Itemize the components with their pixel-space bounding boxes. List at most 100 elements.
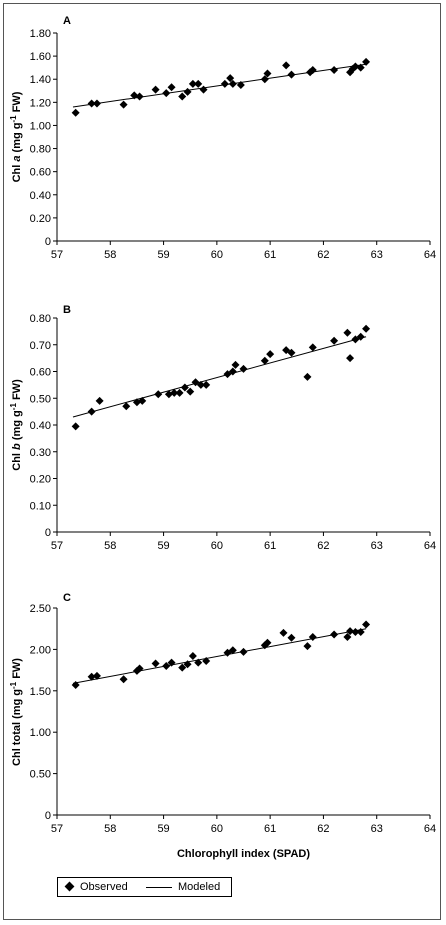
observed-point: [226, 74, 235, 83]
y-axis-label-part: Chl: [11, 450, 23, 471]
observed-point: [183, 87, 192, 96]
y-axis-label: Chl total (mg g-1 FW): [9, 658, 24, 766]
modeled-line: [72, 628, 367, 684]
y-tick-label: 0: [45, 527, 51, 539]
observed-point: [71, 108, 80, 117]
observed-point: [180, 383, 189, 392]
x-tick-label: 57: [51, 540, 63, 552]
x-tick-label: 59: [157, 249, 169, 261]
observed-point: [162, 89, 171, 98]
observed-point: [231, 360, 240, 369]
legend-modeled-label: Modeled: [178, 881, 221, 893]
observed-point: [154, 390, 163, 399]
observed-point: [71, 422, 80, 431]
observed-point: [220, 79, 229, 88]
y-tick-label: 2.50: [30, 603, 51, 615]
y-tick-label: 0: [45, 810, 51, 822]
x-tick-label: 64: [424, 249, 436, 261]
observed-point: [362, 57, 371, 66]
observed-point: [303, 642, 312, 651]
observed-point: [194, 658, 203, 667]
y-axis-label-part: (mg g: [11, 410, 23, 443]
panel-label: B: [63, 304, 71, 316]
observed-point: [191, 378, 200, 387]
y-tick-label: 0.30: [30, 447, 51, 459]
x-tick-label: 59: [157, 540, 169, 552]
observed-point: [167, 83, 176, 92]
observed-point: [330, 336, 339, 345]
observed-point: [282, 346, 291, 355]
observed-point: [287, 633, 296, 642]
x-tick-label: 62: [317, 823, 329, 835]
y-tick-label: 0.40: [30, 190, 51, 202]
observed-point: [351, 335, 360, 344]
observed-point: [228, 646, 237, 655]
observed-point: [356, 628, 365, 637]
y-tick-label: 0.80: [30, 144, 51, 156]
observed-point: [199, 85, 208, 94]
y-tick-label: 0.20: [30, 474, 51, 486]
x-tick-label: 61: [264, 540, 276, 552]
observed-point: [196, 380, 205, 389]
observed-point: [92, 99, 101, 108]
observed-point: [138, 396, 147, 405]
x-tick-label: 58: [104, 823, 116, 835]
observed-point: [356, 332, 365, 341]
chart-panel-c: 0 0.50 1.00 1.50 2.00 2.50 57 58 59 60 61 62 63 64 C Ch…: [9, 592, 437, 860]
modeled-line-icon: [146, 887, 172, 888]
observed-point: [279, 628, 288, 637]
observed-point: [263, 69, 272, 78]
legend-observed-label: Observed: [80, 881, 128, 893]
observed-point: [343, 632, 352, 641]
observed-point: [167, 658, 176, 667]
observed-point: [346, 627, 355, 636]
y-axis-label-part: -1: [9, 681, 18, 689]
x-tick-label: 63: [371, 540, 383, 552]
x-tick-label: 62: [317, 540, 329, 552]
observed-point: [87, 672, 96, 681]
observed-point: [170, 388, 179, 397]
observed-point: [260, 75, 269, 84]
y-tick-label: 0.60: [30, 367, 51, 379]
y-axis-label-part: FW): [11, 658, 23, 682]
figure-frame: [3, 3, 441, 920]
y-axis-label-part: Chl total (mg g: [11, 689, 23, 766]
x-tick-label: 58: [104, 249, 116, 261]
y-tick-label: 0.10: [30, 500, 51, 512]
observed-point: [130, 91, 139, 100]
y-tick-label: 1.00: [30, 727, 51, 739]
x-tick-label: 62: [317, 249, 329, 261]
y-axis-label-part: Chl: [11, 162, 23, 183]
observed-point: [178, 663, 187, 672]
observed-point: [188, 79, 197, 88]
x-tick-label: 57: [51, 249, 63, 261]
observed-point: [266, 350, 275, 359]
observed-point: [87, 99, 96, 108]
observed-point: [351, 628, 360, 637]
observed-point: [202, 656, 211, 665]
observed-point: [178, 92, 187, 101]
observed-point: [287, 348, 296, 357]
observed-point: [343, 328, 352, 337]
y-tick-label: 0.60: [30, 167, 51, 179]
observed-point: [186, 387, 195, 396]
chart-panel-a: 0 0.20 0.40 0.60 0.80 1.00 1.20 1.40 1.60 1.80 57 5…: [9, 15, 437, 261]
observed-point: [351, 62, 360, 71]
x-tick-label: 63: [371, 249, 383, 261]
y-axis-label-part: -1: [9, 115, 18, 123]
observed-point: [356, 63, 365, 72]
observed-point: [92, 671, 101, 680]
x-tick-label: 60: [211, 823, 223, 835]
modeled-line: [72, 63, 367, 108]
observed-point: [308, 632, 317, 641]
chart-panel-b: 0 0.10 0.20 0.30 0.40 0.50 0.60 0.70 0.80 57 58 59 6…: [9, 304, 437, 552]
x-axis-label: Chlorophyll index (SPAD): [177, 848, 310, 860]
observed-point: [282, 61, 291, 70]
y-tick-label: 1.40: [30, 74, 51, 86]
observed-point: [330, 630, 339, 639]
panel-label: A: [63, 15, 71, 27]
y-axis-label-part: (mg g: [11, 123, 23, 156]
observed-point: [175, 388, 184, 397]
modeled-line: [72, 336, 367, 418]
